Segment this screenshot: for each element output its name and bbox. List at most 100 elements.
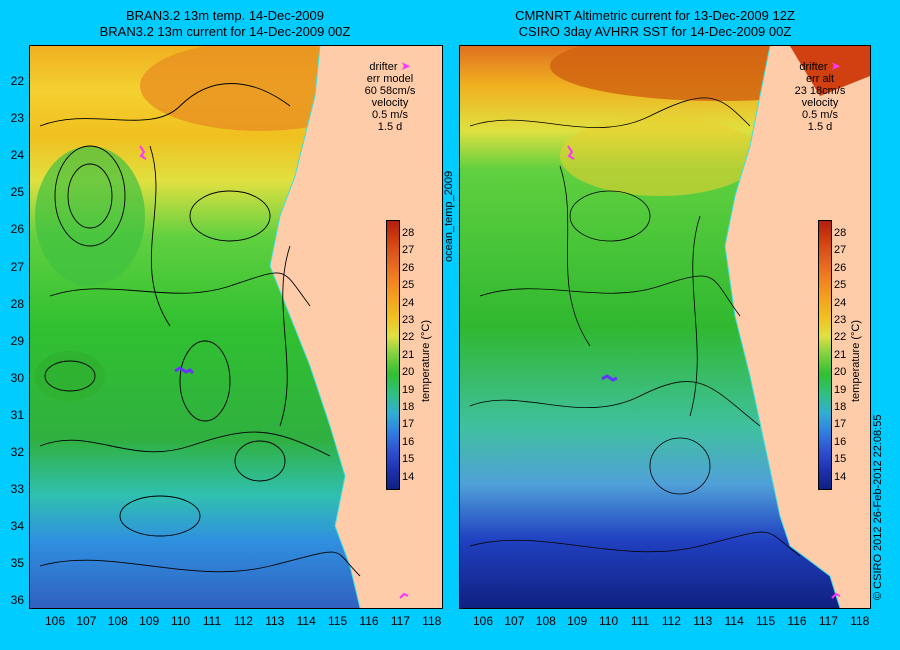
longitude-label: 109 [567,614,588,628]
latitude-label: 35 [10,556,24,571]
colorbar-tick: 27 [834,244,847,257]
latitude-label: 27 [10,259,24,274]
colorbar-tick: 18 [402,401,415,413]
longitude-label: 107 [76,614,97,628]
colorbar-tick: 26 [834,261,847,274]
latitude-label: 26 [10,222,24,237]
colorbar-gradient [818,220,832,490]
latitude-label: 23 [10,111,24,126]
colorbar-tick: 21 [834,348,847,361]
drifter-icon: ➤ [830,59,841,73]
longitude-label: 116 [359,614,379,628]
colorbar-tick: 14 [834,470,847,483]
longitude-label: 112 [233,614,253,628]
colorbar-tick: 20 [402,366,415,379]
drifter-legend-label: drifter [369,61,398,73]
err-model-label: err model [366,73,414,85]
longitude-label: 113 [265,614,285,628]
longitude-label: 113 [693,614,713,628]
colorbar-tick: 19 [834,383,847,396]
velocity-scale-right: 0.5 m/s [801,109,839,121]
colorbar-tick: 26 [402,261,415,274]
velocity-label: velocity [371,97,409,109]
latitude-label: 22 [10,74,24,88]
longitude-label: 110 [599,614,619,628]
colorbar-tick: 15 [402,453,415,466]
latitude-label: 33 [10,482,24,497]
right-title-line2: CSIRO 3day AVHRR SST for 14-Dec-2009 00Z [518,24,792,39]
longitude-label: 116 [787,614,807,628]
colorbar-tick: 19 [402,383,415,396]
colorbar-tick: 25 [834,279,847,292]
longitude-label: 117 [818,614,838,628]
latitude-label: 32 [10,445,24,459]
right-temperature-map[interactable] [459,45,871,609]
left-panel-title: BRAN3.2 13m temp. 14-Dec-2009 BRAN3.2 13… [45,8,405,40]
left-temperature-map[interactable] [29,45,443,609]
longitude-label: 111 [202,614,222,628]
longitude-label: 117 [390,614,410,628]
right-title-line1: CMRNRT Altimetric current for 13-Dec-200… [515,8,795,23]
velocity-time-right: 1.5 d [807,121,833,133]
colorbar-tick: 22 [402,331,415,344]
colorbar-label: temperature (°C) [850,319,862,402]
longitude-label: 110 [171,614,191,628]
right-legend: drifter ➤ err alt 23 18cm/s velocity 0.5… [790,60,850,133]
colorbar-tick: 23 [402,314,415,326]
longitude-label: 106 [44,614,66,628]
colorbar-tick: 24 [402,296,415,309]
longitude-label: 118 [850,614,870,628]
longitude-label: 106 [472,614,494,628]
colorbar-tick: 25 [402,279,415,292]
left-map-graphic [30,46,442,608]
longitude-label: 107 [504,614,525,628]
err-alt-value: 23 18cm/s [794,85,846,97]
right-panel-title: CMRNRT Altimetric current for 13-Dec-200… [455,8,855,40]
longitude-label: 109 [139,614,160,628]
longitude-label: 108 [535,614,556,628]
err-model-value: 60 58cm/s [364,85,416,97]
latitude-label: 25 [10,185,24,200]
longitude-label: 111 [630,614,650,628]
colorbar-label: temperature (°C) [420,319,432,402]
longitude-label: 114 [296,614,316,628]
longitude-label: 108 [107,614,128,628]
velocity-scale: 0.5 m/s [371,109,409,121]
latitude-label: 36 [10,593,24,608]
velocity-time: 1.5 d [377,121,403,133]
left-title-line2: BRAN3.2 13m current for 14-Dec-2009 00Z [99,24,351,39]
colorbar-tick: 15 [834,453,847,466]
longitude-label: 115 [756,614,776,628]
latitude-label: 30 [10,370,24,385]
colorbar-tick: 17 [834,418,847,431]
latitude-label: 34 [10,519,24,534]
colorbar-tick: 23 [834,314,847,326]
colorbar-tick: 20 [834,366,847,379]
latitude-label: 31 [10,407,24,422]
colorbar-tick: 24 [834,296,847,309]
latitude-label: 24 [10,148,24,163]
err-alt-label: err alt [805,73,835,85]
colorbar-tick: 28 [402,227,415,239]
longitude-label: 114 [724,614,744,628]
colorbar-gradient [386,220,400,490]
latitude-label: 28 [10,296,24,311]
colorbar-tick: 28 [834,227,847,239]
colorbar-tick: 21 [402,348,415,361]
longitude-label: 118 [422,614,442,628]
colorbar-tick: 27 [402,244,415,257]
colorbar-tick: 16 [834,435,847,448]
latitude-label: 29 [10,333,24,348]
colorbar-tick: 14 [402,470,415,483]
colorbar-tick: 17 [402,418,415,431]
left-title-line1: BRAN3.2 13m temp. 14-Dec-2009 [126,8,324,23]
colorbar-tick: 18 [834,401,847,413]
left-legend: drifter ➤ err model 60 58cm/s velocity 0… [360,60,420,133]
colorbar-tick: 16 [402,435,415,448]
velocity-label-right: velocity [801,97,839,109]
longitude-label: 115 [328,614,348,628]
drifter-legend-label-right: drifter [799,61,828,73]
drifter-icon: ➤ [400,59,411,73]
colorbar-tick: 22 [834,331,847,344]
footer-credit: © CSIRO 2012 26-Feb-2012 22:08:55 [872,414,884,600]
